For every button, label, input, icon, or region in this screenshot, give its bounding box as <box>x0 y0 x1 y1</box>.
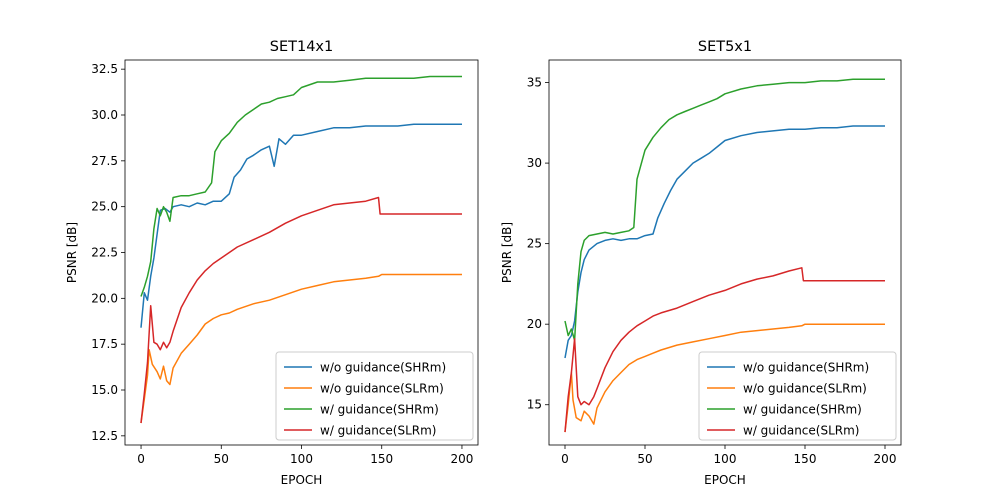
series-line-1 <box>140 123 462 328</box>
legend: w/o guidance(SHRm) w/o guidance(SLRm) w/ g… <box>698 351 897 441</box>
chart-title: SET14x1 <box>270 39 333 55</box>
y-tick-label: 20.0 <box>91 291 118 305</box>
legend-entry: w/ guidance(SHRm) <box>320 403 439 417</box>
y-tick-label: 15.0 <box>91 383 118 397</box>
x-tick-label: 150 <box>794 452 817 466</box>
y-tick-label: 35 <box>527 76 542 90</box>
x-tick-label: 50 <box>637 452 652 466</box>
legend: w/o guidance(SHRm) w/o guidance(SLRm) w/ g… <box>275 351 474 441</box>
x-axis-label: EPOCH <box>281 473 323 487</box>
legend-entry: w/ guidance(SHRm) <box>743 403 862 417</box>
series-line-4 <box>140 196 462 424</box>
legend-entry: w/ guidance(SLRm) <box>320 424 436 438</box>
y-tick-label: 17.5 <box>91 337 118 351</box>
x-tick-label: 50 <box>214 452 229 466</box>
legend-entry: w/o guidance(SLRm) <box>320 382 444 396</box>
chart-title: SET5x1 <box>698 39 752 55</box>
y-tick-label: 20 <box>527 317 542 331</box>
chart-panel-set14x1: SET14x1 0 50 100 150 200 12.5 15.0 17.5 20.0 22.5 2… <box>65 39 479 487</box>
x-tick-label: 0 <box>561 452 569 466</box>
series-line-3 <box>564 78 885 342</box>
series-line-3 <box>140 75 462 297</box>
y-tick-label: 30 <box>527 156 542 170</box>
series-lines <box>564 78 885 433</box>
legend-box <box>275 351 474 441</box>
y-axis-label: PSNR [dB] <box>500 222 514 283</box>
y-tick-label: 32.5 <box>91 62 118 76</box>
y-tick-label: 25 <box>527 237 542 251</box>
series-line-1 <box>564 125 885 359</box>
y-tick-label: 30.0 <box>91 108 118 122</box>
series-line-4 <box>564 267 885 433</box>
series-line-2 <box>140 273 462 424</box>
x-tick-label: 150 <box>370 452 393 466</box>
series-lines <box>140 75 462 424</box>
y-axis-label: PSNR [dB] <box>65 222 79 283</box>
y-tick-label: 27.5 <box>91 154 118 168</box>
x-tick-label: 100 <box>714 452 737 466</box>
chart-panel-set5x1: SET5x1 0 50 100 150 200 15 20 25 30 35 EPOCH PSNR [d… <box>500 39 902 487</box>
y-tick-label: 15 <box>527 398 542 412</box>
legend-entry: w/o guidance(SHRm) <box>320 361 446 375</box>
series-line-2 <box>564 323 885 433</box>
x-tick-label: 100 <box>290 452 313 466</box>
legend-entry: w/o guidance(SLRm) <box>743 382 867 396</box>
x-tick-label: 0 <box>137 452 145 466</box>
x-tick-label: 200 <box>451 452 474 466</box>
y-tick-label: 12.5 <box>91 429 118 443</box>
legend-entry: w/o guidance(SHRm) <box>743 361 869 375</box>
y-tick-label: 25.0 <box>91 200 118 214</box>
legend-box <box>698 351 897 441</box>
legend-entry: w/ guidance(SLRm) <box>743 424 859 438</box>
y-tick-label: 22.5 <box>91 246 118 260</box>
x-tick-label: 200 <box>874 452 897 466</box>
x-axis-label: EPOCH <box>704 473 746 487</box>
